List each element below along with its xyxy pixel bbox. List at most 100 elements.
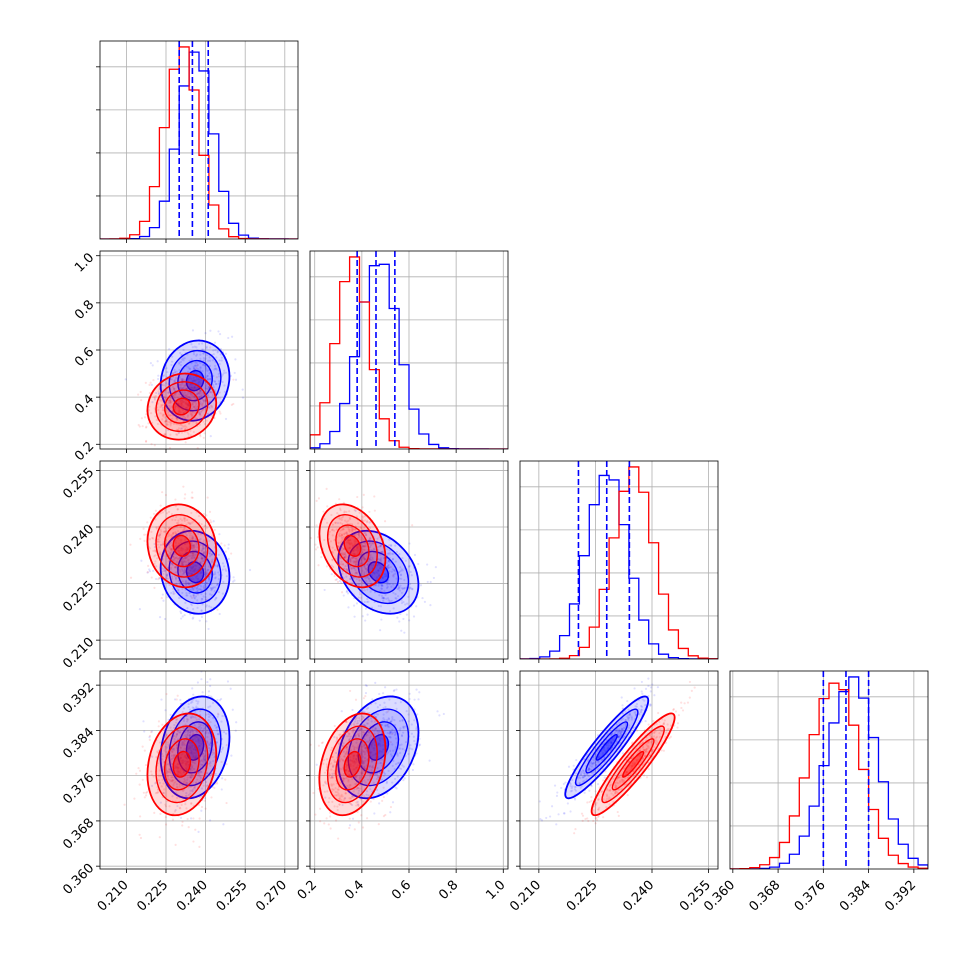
sample-point	[184, 549, 187, 552]
sample-point	[138, 425, 141, 428]
sample-point	[175, 521, 178, 525]
sample-point	[363, 545, 366, 548]
sample-point	[199, 367, 202, 370]
sample-point	[383, 590, 386, 593]
sample-point	[378, 692, 381, 696]
sample-point	[179, 411, 182, 414]
sample-point	[361, 826, 365, 829]
sample-point	[206, 412, 209, 416]
sample-point	[412, 615, 416, 618]
sample-point	[196, 386, 199, 389]
sample-point	[408, 564, 411, 568]
sample-point	[354, 557, 357, 560]
sample-point	[354, 560, 357, 563]
sample-point	[213, 380, 217, 384]
sample-point	[188, 377, 191, 380]
sample-point	[156, 360, 159, 363]
sample-point	[377, 574, 381, 578]
sample-point	[185, 582, 188, 585]
sample-point	[351, 526, 354, 530]
sample-point	[191, 496, 194, 499]
sample-point	[191, 402, 194, 406]
sample-point	[339, 535, 342, 538]
sample-point	[189, 532, 192, 535]
sample-point	[194, 553, 197, 556]
sample-point	[175, 544, 178, 547]
sample-point	[343, 511, 346, 514]
sample-point	[176, 418, 179, 421]
sample-point	[164, 493, 168, 497]
sample-point	[186, 393, 189, 396]
sample-point	[158, 533, 162, 536]
sample-point	[400, 568, 403, 571]
sample-point	[181, 761, 185, 764]
sample-point	[343, 556, 346, 559]
sample-point	[164, 396, 167, 400]
sample-point	[202, 551, 206, 554]
sample-point	[170, 406, 173, 409]
sample-point	[397, 585, 400, 588]
sample-point	[213, 590, 216, 593]
sample-point	[363, 558, 366, 561]
sample-point	[205, 604, 208, 607]
sample-point	[200, 585, 203, 588]
sample-point	[149, 362, 152, 365]
sample-point	[331, 528, 334, 531]
sample-point	[192, 379, 195, 383]
sample-point	[214, 571, 217, 574]
sample-point	[176, 560, 179, 563]
sample-point	[185, 781, 188, 784]
sample-point	[348, 547, 351, 550]
sample-point	[343, 532, 346, 535]
sample-point	[179, 386, 182, 389]
sample-point	[442, 712, 445, 716]
sample-point	[217, 330, 220, 333]
sample-point	[363, 544, 366, 548]
sample-point	[148, 391, 151, 395]
sample-point	[207, 359, 210, 362]
sample-point	[183, 528, 186, 532]
sample-point	[199, 395, 202, 399]
sample-point	[353, 508, 356, 512]
sample-point	[202, 399, 205, 402]
sample-point	[173, 380, 176, 384]
sample-point	[190, 578, 193, 581]
sample-point	[169, 423, 172, 426]
sample-point	[350, 523, 354, 526]
sample-point	[382, 596, 385, 599]
sample-point	[155, 565, 158, 568]
sample-point	[350, 567, 353, 570]
sample-point	[171, 818, 175, 821]
sample-point	[368, 577, 371, 580]
sample-point	[192, 593, 195, 597]
sample-point	[354, 563, 358, 567]
sample-point	[362, 544, 365, 547]
density-contour	[337, 529, 420, 615]
sample-point	[210, 606, 213, 609]
sample-point	[187, 422, 190, 425]
sample-point	[177, 589, 180, 592]
sample-point	[196, 702, 199, 705]
sample-point	[383, 686, 387, 689]
sample-point	[201, 556, 204, 559]
sample-point	[181, 562, 184, 565]
sample-point	[207, 385, 210, 388]
sample-point	[152, 512, 156, 515]
sample-point	[216, 564, 219, 568]
sample-point	[217, 380, 221, 383]
sample-point	[381, 576, 384, 580]
sample-point	[230, 335, 234, 338]
sample-point	[185, 394, 188, 397]
sample-point	[356, 559, 359, 562]
sample-point	[221, 380, 224, 384]
sample-point	[182, 560, 186, 563]
sample-point	[185, 387, 189, 390]
sample-point	[199, 401, 202, 404]
sample-point	[358, 511, 361, 514]
sample-point	[163, 384, 166, 387]
sample-point	[167, 391, 170, 394]
sample-point	[345, 531, 348, 534]
sample-point	[373, 812, 376, 815]
sample-point	[185, 534, 188, 537]
sample-point	[191, 565, 194, 568]
